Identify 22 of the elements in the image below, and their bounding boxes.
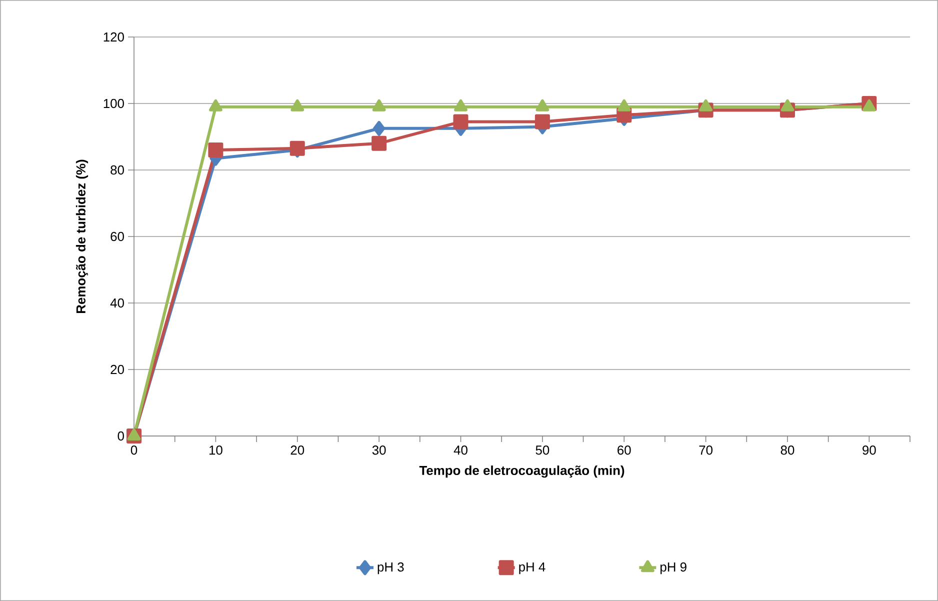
x-tick-label: 60 (618, 446, 631, 455)
x-axis-title: Tempo de eletrocoagulação (min) (419, 466, 624, 478)
y-tick-label: 60 (110, 232, 124, 242)
legend-label: pH 4 (519, 562, 546, 574)
x-tick-label: 20 (290, 446, 304, 455)
legend-label: pH 9 (660, 562, 686, 574)
y-tick-label: 100 (104, 98, 124, 108)
x-tick-label: 90 (862, 446, 876, 455)
x-tick-label: 10 (209, 446, 222, 455)
y-tick-label: 40 (110, 298, 124, 308)
x-tick-label: 40 (454, 446, 468, 455)
x-tick-label: 0 (130, 446, 138, 455)
x-tick-label: 70 (699, 446, 712, 455)
y-tick-label: 80 (110, 165, 124, 175)
y-axis-title: Remoção de turbidez (%) (76, 160, 88, 313)
legend-label: pH 3 (378, 562, 404, 574)
x-tick-label: 80 (780, 446, 794, 455)
y-tick-label: 20 (110, 364, 124, 374)
y-tick-label: 120 (104, 32, 124, 42)
x-tick-label: 30 (372, 446, 386, 455)
x-tick-label: 50 (536, 446, 550, 455)
y-tick-label: 0 (118, 431, 124, 441)
